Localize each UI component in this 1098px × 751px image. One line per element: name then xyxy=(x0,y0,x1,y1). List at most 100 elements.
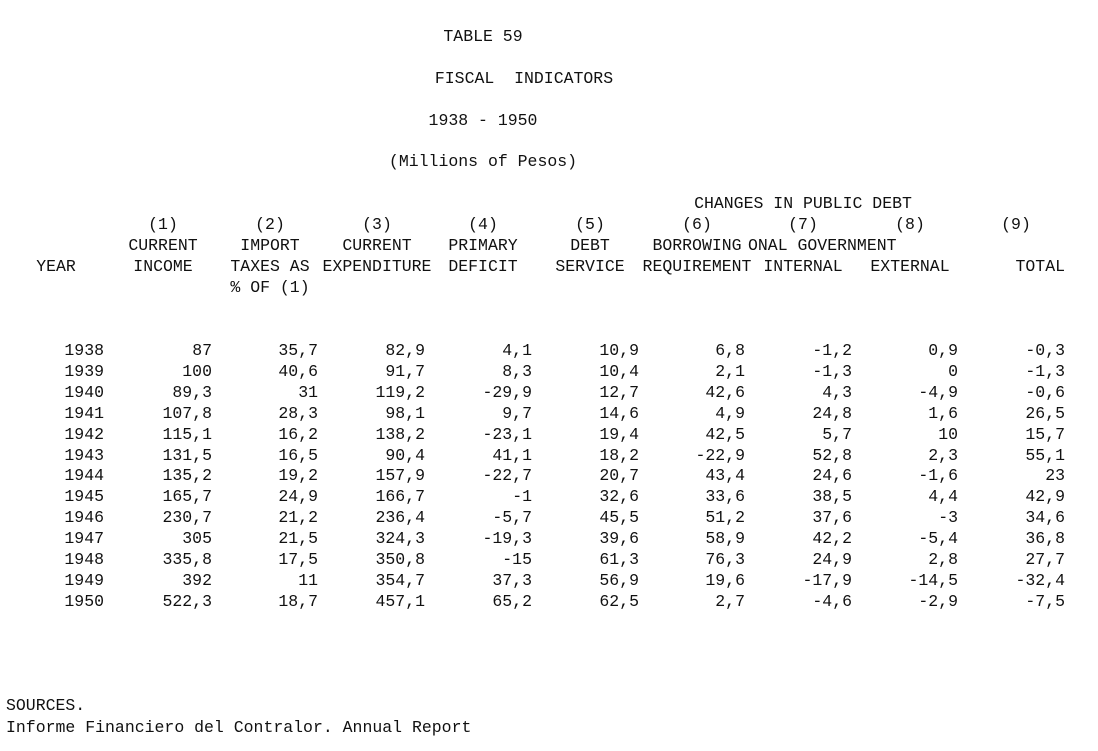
value-cell: 52,8 xyxy=(812,445,852,465)
value-cell: -0,3 xyxy=(1025,341,1065,360)
value-cell: 37,6 xyxy=(812,508,852,528)
column-header: TAXES AS xyxy=(230,257,310,276)
value-cell: 1,6 xyxy=(928,403,958,423)
value-cell: -7,5 xyxy=(1025,591,1065,611)
value-cell: 98,1 xyxy=(385,403,425,423)
value-cell: 16,5 xyxy=(278,445,318,465)
value-cell: 119,2 xyxy=(375,382,425,402)
value-cell: 35,7 xyxy=(278,341,318,360)
value-cell: 89,3 xyxy=(172,382,212,402)
value-cell: 2,3 xyxy=(928,445,958,465)
value-cell: -17,9 xyxy=(802,570,852,590)
value-cell: 34,6 xyxy=(1025,508,1065,528)
value-cell: 45,5 xyxy=(599,508,639,528)
column-number: (9) xyxy=(1001,215,1031,234)
value-cell: 56,9 xyxy=(599,570,639,590)
value-cell: 24,9 xyxy=(812,550,852,569)
group-header: CHANGES IN PUBLIC DEBT xyxy=(694,194,912,213)
value-cell: 350,8 xyxy=(375,550,425,569)
sources-label: SOURCES. xyxy=(6,696,86,715)
group-subheader: ONAL GOVERNMENT xyxy=(748,236,897,255)
value-cell: 62,5 xyxy=(599,591,639,611)
value-cell: 17,5 xyxy=(278,550,318,569)
value-cell: 42,5 xyxy=(705,424,745,444)
value-cell: 131,5 xyxy=(162,445,212,465)
value-cell: 58,9 xyxy=(705,529,745,549)
value-cell: 0 xyxy=(948,361,958,381)
column-number: (1) xyxy=(148,215,178,234)
value-cell: 90,4 xyxy=(385,445,425,465)
year-cell: 1944 xyxy=(64,466,104,486)
value-cell: -22,9 xyxy=(695,445,745,465)
table-subtitle: FISCAL INDICATORS xyxy=(434,69,614,88)
value-cell: -1,2 xyxy=(812,341,852,360)
value-cell: 5,7 xyxy=(822,424,852,444)
value-cell: 32,6 xyxy=(599,487,639,507)
value-cell: 36,8 xyxy=(1025,529,1065,549)
value-cell: 27,7 xyxy=(1025,550,1065,569)
year-cell: 1949 xyxy=(64,570,104,590)
column-number: (2) xyxy=(255,215,285,234)
value-cell: 115,1 xyxy=(162,424,212,444)
period: 1938 - 1950 xyxy=(428,111,538,130)
value-cell: 23 xyxy=(1045,466,1065,486)
value-cell: 18,7 xyxy=(278,591,318,611)
value-cell: 40,6 xyxy=(278,361,318,381)
column-header: CURRENT xyxy=(342,236,412,255)
value-cell: 11 xyxy=(298,570,318,590)
year-cell: 1938 xyxy=(64,341,104,360)
value-cell: -0,6 xyxy=(1025,382,1065,402)
value-cell: 43,4 xyxy=(705,466,745,486)
value-cell: 21,5 xyxy=(278,529,318,549)
value-cell: 4,4 xyxy=(928,487,958,507)
value-cell: -32,4 xyxy=(1015,570,1065,590)
year-cell: 1950 xyxy=(64,591,104,611)
value-cell: -23,1 xyxy=(482,424,532,444)
value-cell: 236,4 xyxy=(375,508,425,528)
value-cell: 16,2 xyxy=(278,424,318,444)
value-cell: 135,2 xyxy=(162,466,212,486)
value-cell: 354,7 xyxy=(375,570,425,590)
value-cell: 65,2 xyxy=(492,591,532,611)
value-cell: 335,8 xyxy=(162,550,212,569)
value-cell: -4,6 xyxy=(812,591,852,611)
value-cell: 42,9 xyxy=(1025,487,1065,507)
column-header: CURRENT xyxy=(128,236,198,255)
value-cell: 33,6 xyxy=(705,487,745,507)
value-cell: -2,9 xyxy=(918,591,958,611)
value-cell: 2,8 xyxy=(928,550,958,569)
year-cell: 1943 xyxy=(64,445,104,465)
value-cell: 522,3 xyxy=(162,591,212,611)
value-cell: -5,7 xyxy=(492,508,532,528)
column-header: INCOME xyxy=(133,257,193,276)
value-cell: 37,3 xyxy=(492,570,532,590)
value-cell: 10,9 xyxy=(599,341,639,360)
units: (Millions of Pesos) xyxy=(388,152,578,171)
value-cell: -3 xyxy=(938,508,958,528)
value-cell: 19,6 xyxy=(705,570,745,590)
column-header: IMPORT xyxy=(240,236,300,255)
column-number: (6) xyxy=(682,215,712,234)
value-cell: -22,7 xyxy=(482,466,532,486)
value-cell: 4,1 xyxy=(502,341,532,360)
year-cell: 1946 xyxy=(64,508,104,528)
year-cell: 1948 xyxy=(64,550,104,569)
value-cell: 165,7 xyxy=(162,487,212,507)
column-header: YEAR xyxy=(36,257,76,276)
value-cell: 4,3 xyxy=(822,382,852,402)
value-cell: -1 xyxy=(512,487,532,507)
value-cell: -1,3 xyxy=(812,361,852,381)
column-number: (8) xyxy=(895,215,925,234)
value-cell: 55,1 xyxy=(1025,445,1065,465)
column-header: TOTAL xyxy=(1015,257,1065,276)
value-cell: 20,7 xyxy=(599,466,639,486)
column-header: PRIMARY xyxy=(448,236,518,255)
value-cell: 100 xyxy=(182,361,212,381)
value-cell: -29,9 xyxy=(482,382,532,402)
value-cell: 51,2 xyxy=(705,508,745,528)
value-cell: 107,8 xyxy=(162,403,212,423)
table-title: TABLE 59 xyxy=(443,27,523,46)
value-cell: 28,3 xyxy=(278,403,318,423)
value-cell: 12,7 xyxy=(599,382,639,402)
